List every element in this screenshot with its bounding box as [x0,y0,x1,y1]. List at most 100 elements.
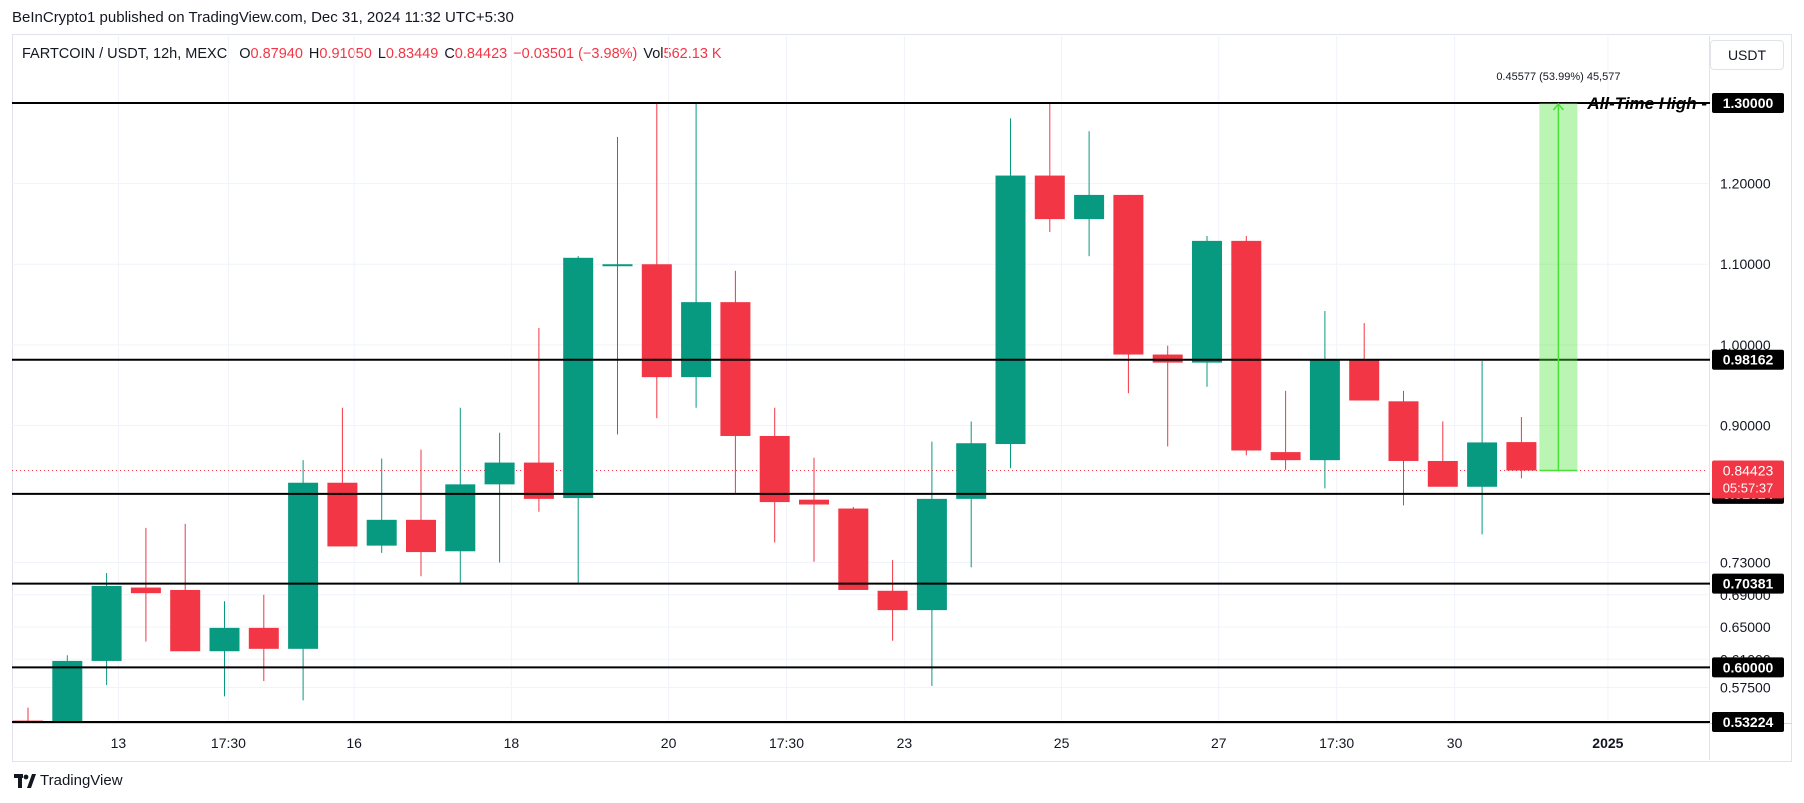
price-range-measure: 0.45577 (53.99%) 45,577 [1496,71,1620,472]
open-label: O [239,46,251,62]
x-tick-label: 25 [1054,735,1070,751]
symbol-legend: FARTCOIN / USDT, 12h, MEXC O 0.87940 H 0.9… [22,46,722,62]
candle-body [1192,240,1222,363]
candle [1388,390,1419,506]
candle-body [1427,460,1458,487]
y-tick-label: 0.90000 [1720,417,1771,433]
tradingview-logo-icon [14,773,36,788]
low-label: L [377,46,386,62]
candle [995,118,1026,469]
candle-body [1034,175,1065,220]
level-price-tag: 0.60000 [1712,657,1784,678]
candle [13,707,43,723]
candle [209,601,240,697]
candle-body [1349,359,1380,401]
candle [366,458,397,553]
candle [759,407,790,543]
candle-body [445,484,476,552]
volume-label: Vol [643,46,664,62]
candle [1506,417,1537,479]
x-tick-label: 17:30 [1319,735,1354,751]
candle-body [641,264,672,378]
candle-body [838,508,869,590]
x-tick-label: 20 [661,735,677,751]
candle [720,270,751,495]
candle [1231,236,1262,456]
candle-body [759,435,790,503]
candle-body [681,302,712,378]
candle [641,103,672,419]
candle-body [1388,401,1419,461]
candle-body [799,499,829,505]
bar-countdown: 05:57:37 [1723,480,1774,495]
x-tick-label: 16 [346,735,362,751]
level-tag-bg [1712,712,1784,732]
candle [406,449,436,577]
open-value: 0.87940 [250,46,303,62]
measure-arrow-head [1552,102,1564,111]
candle-body [248,627,279,649]
candles [13,103,1537,723]
candle-body [130,587,161,594]
close-label: C [444,46,455,62]
current-price-label: 0.84423 [1723,462,1774,478]
level-price-tag: 1.30000 [1712,93,1784,113]
candle-body [1231,240,1262,451]
y-tick-label: 1.20000 [1720,176,1771,192]
volume-value: 562.13 K [663,46,722,62]
x-tick-label: 17:30 [211,735,246,751]
published-by-line: BeInCrypto1 published on TradingView.com… [12,9,514,26]
candle [838,506,869,590]
candle [1349,323,1380,401]
candle-body [956,443,987,499]
candle [1270,390,1301,470]
candle [563,256,594,583]
candle-body [1074,194,1105,220]
horizontal-levels [12,102,1710,723]
grid-lines [12,36,1708,722]
tradingview-brand: TradingView [40,772,123,789]
change-value: −0.03501 (−3.98%) [513,46,638,62]
candle [1309,311,1340,489]
candle-body [523,462,554,499]
candle [91,573,122,686]
candle [681,103,712,408]
candle-body [406,519,436,553]
tradingview-logo[interactable]: TradingView [14,772,123,789]
close-value: 0.84423 [454,46,508,62]
candle [916,441,947,686]
level-tag-label: 0.98162 [1723,352,1774,368]
candle [1467,360,1498,535]
current-price-tag-bg [1712,460,1784,499]
candle-body [1113,194,1144,355]
candle-body [602,264,633,267]
high-label: H [308,46,320,62]
level-price-tag: 0.70381 [1712,573,1784,594]
x-tick-label: 2025 [1592,735,1623,751]
y-tick-label: 1.00000 [1720,337,1771,353]
candle-body [170,589,201,652]
candle [484,432,515,563]
candle [1192,236,1222,387]
candle [445,407,476,584]
symbol-name[interactable]: FARTCOIN / USDT, 12h, MEXC [22,46,228,62]
level-tag-label: 0.70381 [1723,576,1774,592]
candle-body [1506,442,1537,471]
candle-body [916,498,947,611]
level-tag-label: 0.53224 [1723,714,1774,730]
candle-body [1152,354,1183,363]
y-tick-label: 0.57500 [1720,680,1771,696]
x-tick-label: 23 [897,735,913,751]
candle-body [91,585,122,661]
x-tick-label: 17:30 [769,735,804,751]
level-tag-bg [1712,93,1784,113]
x-tick-label: 30 [1447,735,1463,751]
level-price-tag: 0.53224 [1712,712,1784,732]
measure-label: 0.45577 (53.99%) 45,577 [1496,71,1620,83]
level-tag-bg [1712,657,1784,678]
candle [1074,131,1105,257]
level-tag-label: 0.60000 [1723,659,1774,675]
high-value: 0.91050 [319,46,372,62]
currency-button[interactable]: USDT [1710,40,1784,70]
